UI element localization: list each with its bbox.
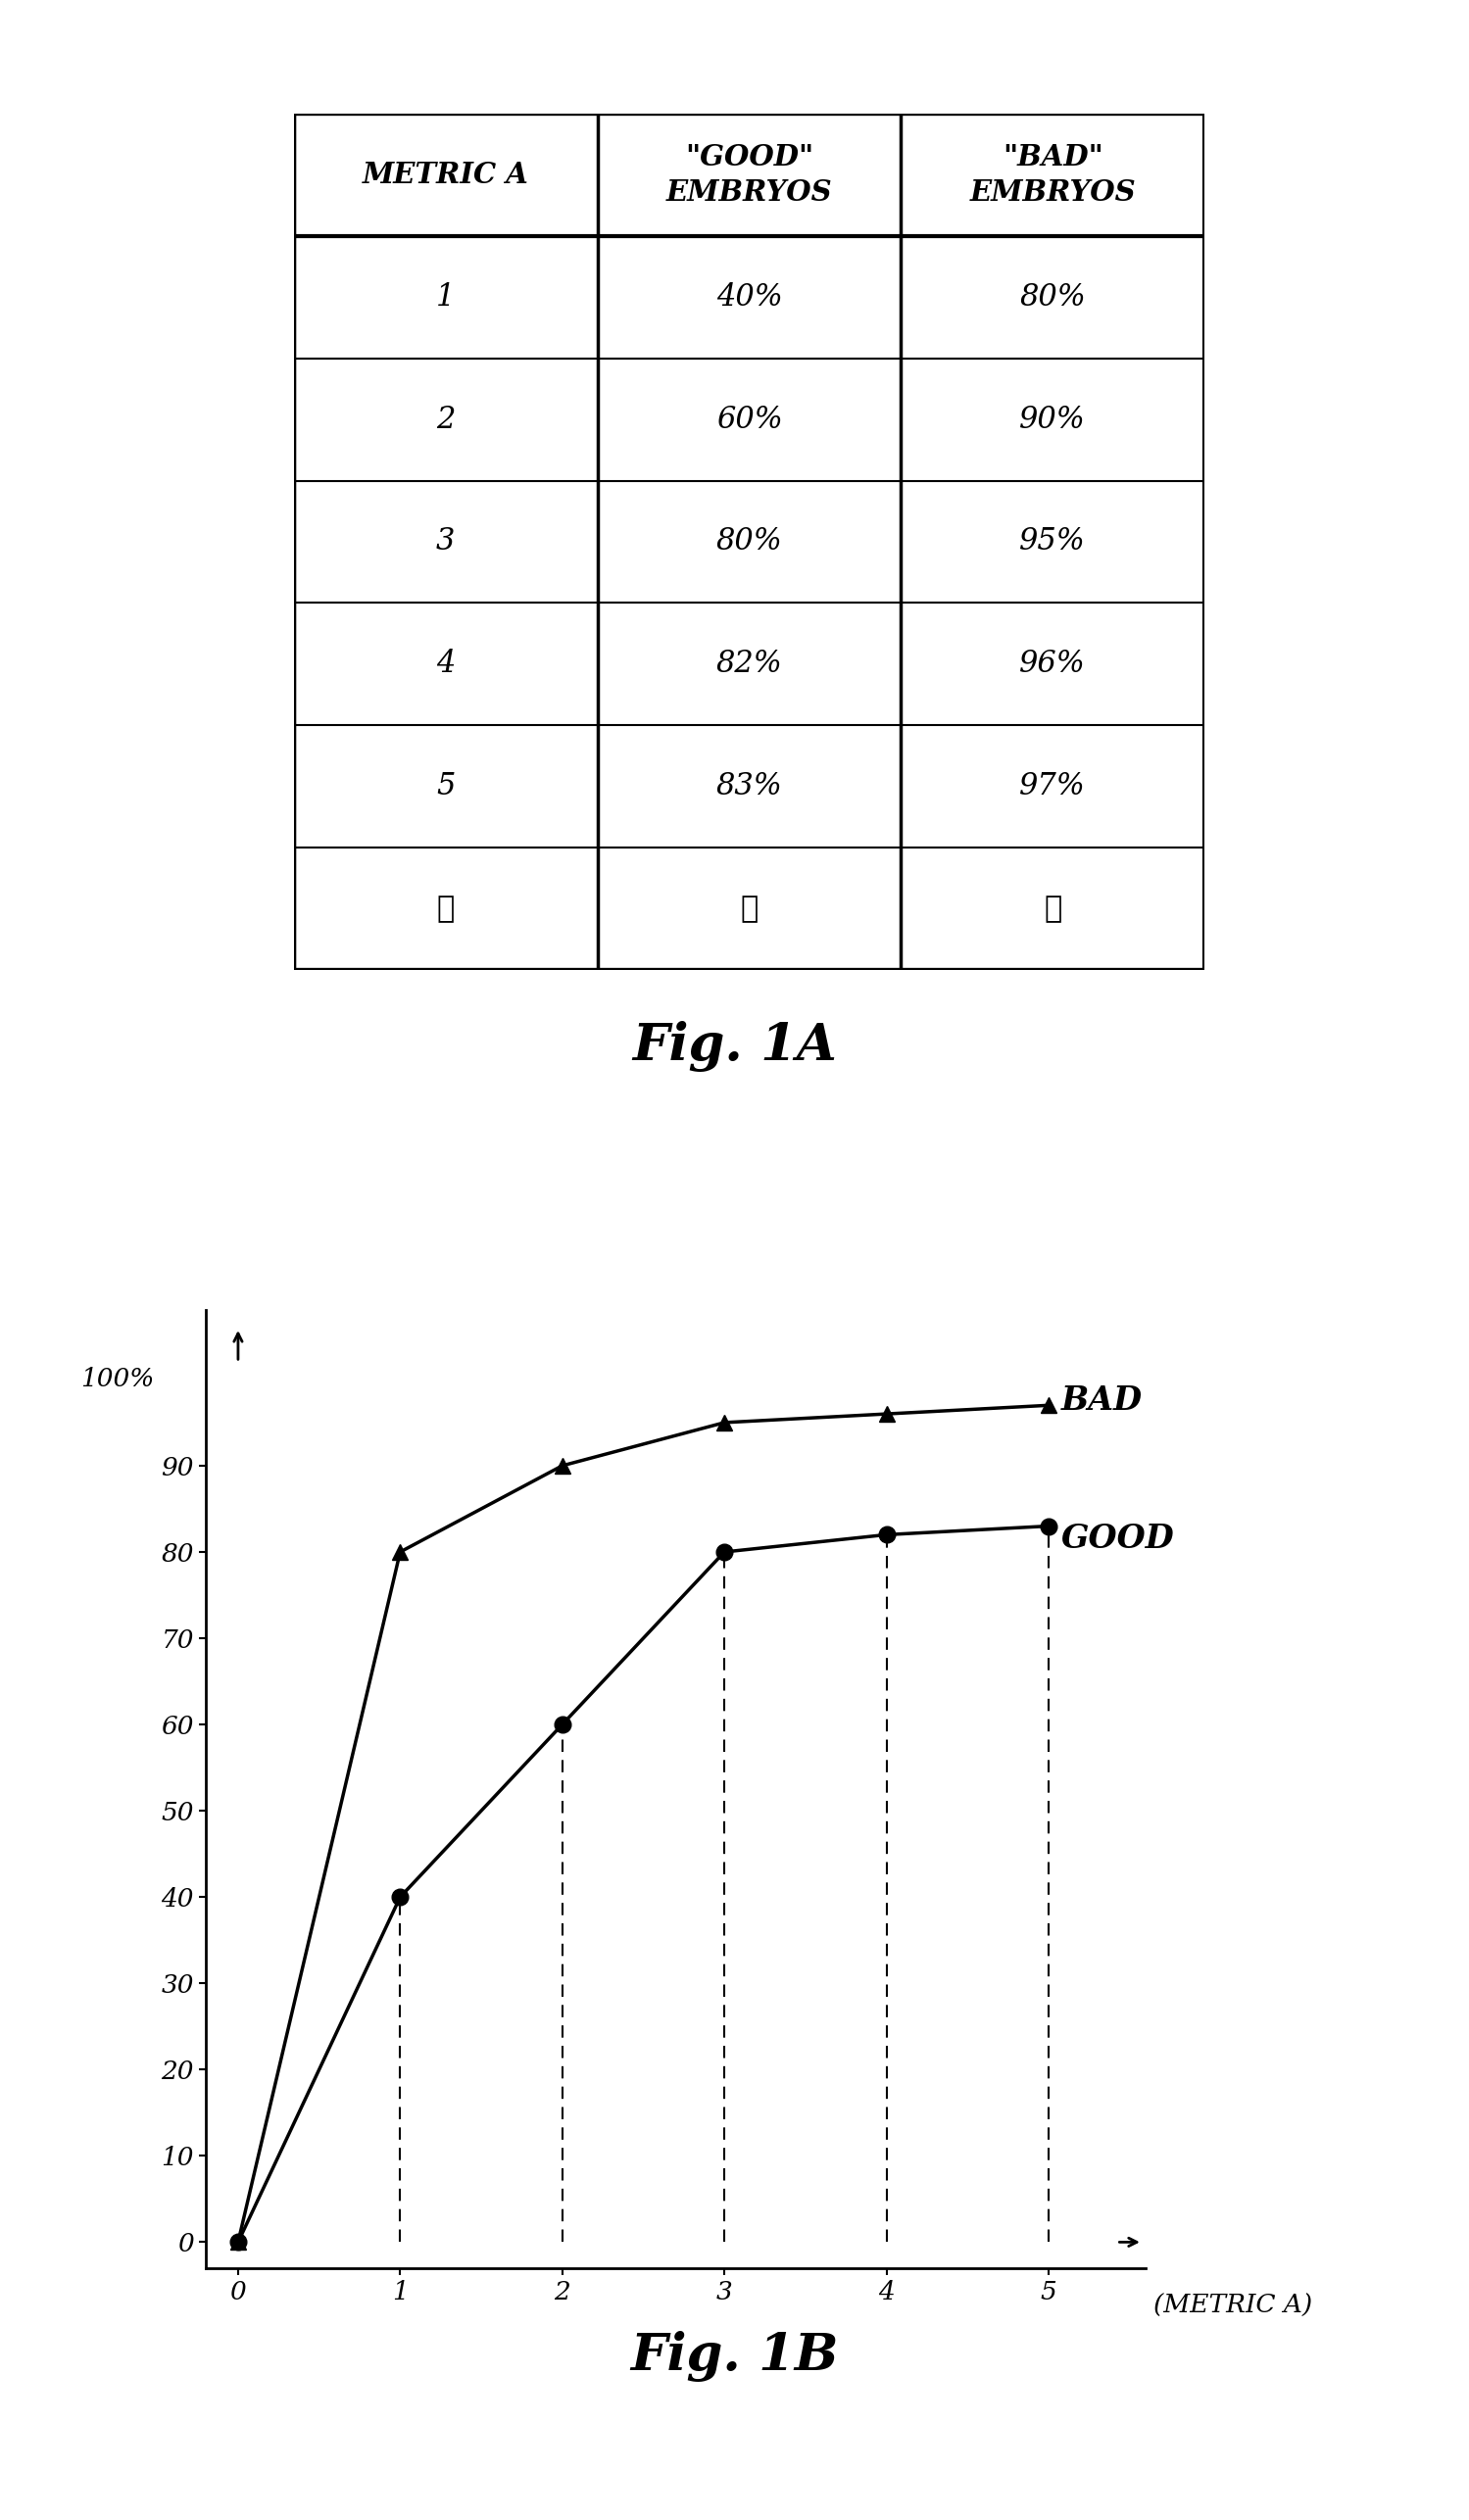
Text: Fig. 1B: Fig. 1B xyxy=(630,2331,839,2381)
Text: 100%: 100% xyxy=(79,1368,154,1391)
Text: ⋮: ⋮ xyxy=(436,895,454,925)
Text: 2: 2 xyxy=(436,403,455,433)
Text: 82%: 82% xyxy=(715,650,783,680)
Text: 5: 5 xyxy=(436,771,455,801)
Text: 80%: 80% xyxy=(715,527,783,557)
Text: GOOD: GOOD xyxy=(1062,1522,1175,1555)
Text: 1: 1 xyxy=(436,282,455,312)
Text: Fig. 1A: Fig. 1A xyxy=(632,1021,837,1071)
Text: BAD: BAD xyxy=(1062,1386,1143,1416)
Text: 95%: 95% xyxy=(1019,527,1086,557)
Text: ⋮: ⋮ xyxy=(1044,895,1062,925)
Text: (METRIC A): (METRIC A) xyxy=(1155,2293,1313,2318)
Text: ⋮: ⋮ xyxy=(740,895,758,925)
Text: 83%: 83% xyxy=(715,771,783,801)
Text: METRIC A: METRIC A xyxy=(363,161,529,189)
Text: 90%: 90% xyxy=(1019,403,1086,433)
Text: "BAD"
EMBRYOS: "BAD" EMBRYOS xyxy=(970,144,1136,207)
Text: 97%: 97% xyxy=(1019,771,1086,801)
Text: 4: 4 xyxy=(436,650,455,680)
Text: "GOOD"
EMBRYOS: "GOOD" EMBRYOS xyxy=(665,144,833,207)
Text: 80%: 80% xyxy=(1019,282,1086,312)
Text: 60%: 60% xyxy=(715,403,783,433)
Text: 3: 3 xyxy=(436,527,455,557)
Text: 96%: 96% xyxy=(1019,650,1086,680)
Text: 40%: 40% xyxy=(715,282,783,312)
